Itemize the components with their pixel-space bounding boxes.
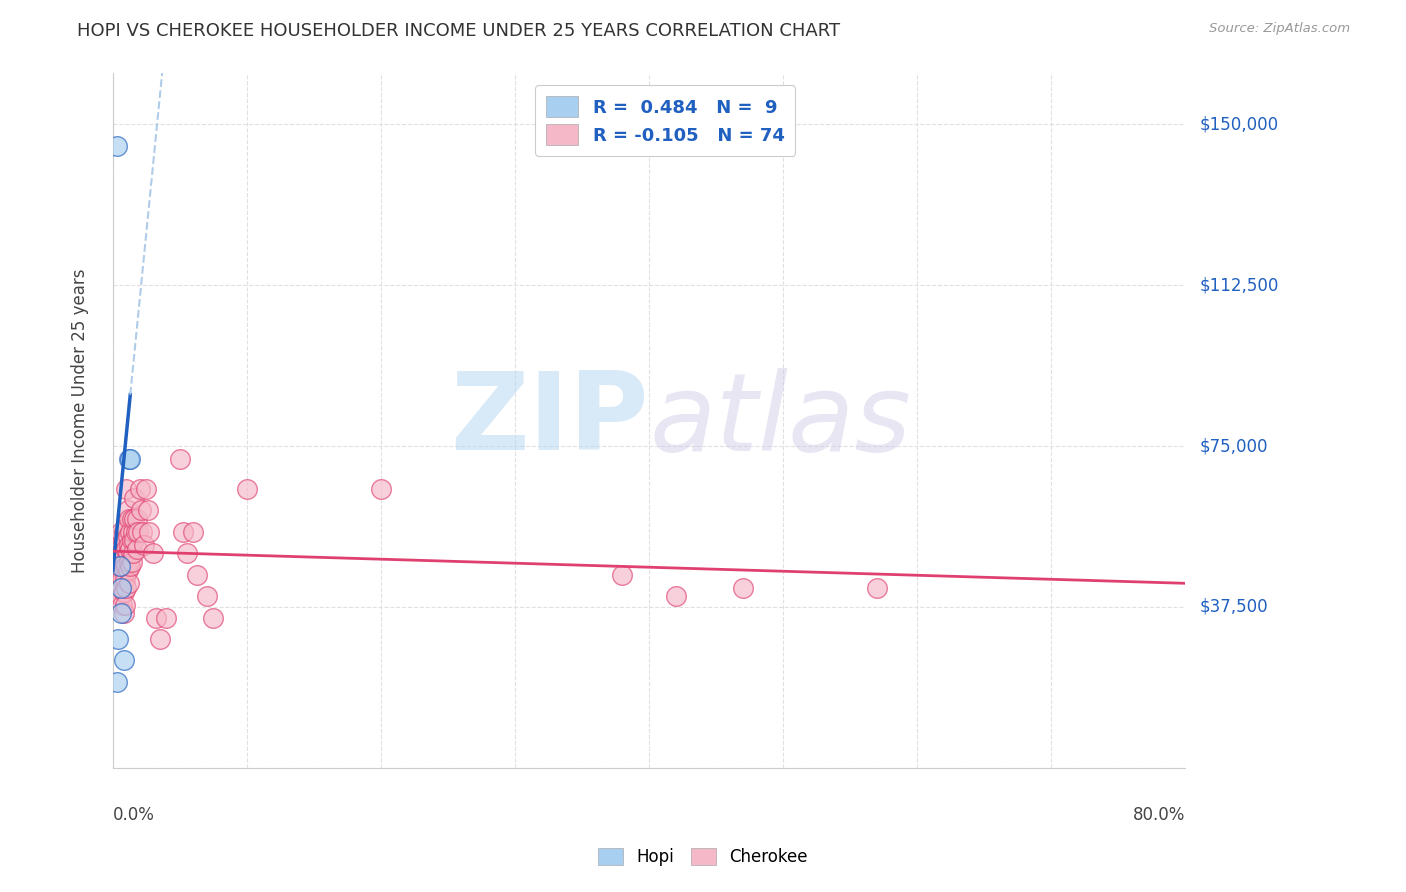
Point bbox=[114, 598, 136, 612]
Text: $75,000: $75,000 bbox=[1199, 437, 1268, 455]
Point bbox=[121, 533, 143, 548]
Text: Source: ZipAtlas.com: Source: ZipAtlas.com bbox=[1209, 22, 1350, 36]
Point bbox=[114, 572, 136, 586]
Point bbox=[866, 581, 889, 595]
Text: $112,500: $112,500 bbox=[1199, 277, 1278, 294]
Point bbox=[131, 524, 153, 539]
Point bbox=[145, 610, 167, 624]
Y-axis label: Householder Income Under 25 years: Householder Income Under 25 years bbox=[72, 268, 89, 573]
Legend: Hopi, Cherokee: Hopi, Cherokee bbox=[592, 841, 814, 873]
Point bbox=[117, 546, 139, 560]
Point bbox=[105, 533, 128, 548]
Point bbox=[176, 546, 198, 560]
Point bbox=[108, 559, 131, 574]
Point bbox=[112, 546, 135, 560]
Point bbox=[115, 541, 138, 556]
Point bbox=[105, 139, 128, 153]
Point bbox=[121, 555, 143, 569]
Point bbox=[138, 524, 160, 539]
Point bbox=[112, 524, 135, 539]
Point bbox=[115, 482, 138, 496]
Point bbox=[110, 581, 132, 595]
Point bbox=[155, 610, 177, 624]
Point bbox=[124, 491, 146, 505]
Point bbox=[108, 576, 131, 591]
Point bbox=[118, 576, 141, 591]
Point bbox=[112, 585, 135, 599]
Point bbox=[108, 538, 131, 552]
Point bbox=[129, 503, 152, 517]
Point bbox=[136, 503, 159, 517]
Point bbox=[118, 452, 141, 467]
Point bbox=[107, 632, 129, 646]
Point bbox=[186, 567, 208, 582]
Point bbox=[110, 524, 132, 539]
Point bbox=[195, 589, 218, 603]
Point bbox=[115, 581, 138, 595]
Point bbox=[108, 559, 131, 574]
Point bbox=[236, 482, 259, 496]
Point bbox=[105, 675, 128, 690]
Point bbox=[120, 452, 142, 467]
Legend: R =  0.484   N =  9, R = -0.105   N = 74: R = 0.484 N = 9, R = -0.105 N = 74 bbox=[534, 86, 796, 156]
Point bbox=[128, 482, 150, 496]
Point bbox=[115, 520, 138, 534]
Point bbox=[124, 512, 146, 526]
Point bbox=[110, 607, 132, 621]
Point bbox=[370, 482, 392, 496]
Point bbox=[117, 564, 139, 578]
Text: $37,500: $37,500 bbox=[1199, 598, 1268, 615]
Text: 80.0%: 80.0% bbox=[1133, 805, 1185, 824]
Text: ZIP: ZIP bbox=[450, 368, 650, 474]
Point bbox=[107, 581, 129, 595]
Text: $150,000: $150,000 bbox=[1199, 115, 1278, 134]
Point bbox=[117, 529, 139, 543]
Point bbox=[142, 546, 165, 560]
Point bbox=[665, 589, 688, 603]
Point bbox=[117, 503, 139, 517]
Point bbox=[127, 524, 149, 539]
Point bbox=[121, 512, 143, 526]
Point bbox=[135, 482, 157, 496]
Point bbox=[172, 524, 194, 539]
Point bbox=[120, 524, 142, 539]
Point bbox=[612, 567, 634, 582]
Point bbox=[118, 512, 141, 526]
Point bbox=[112, 607, 135, 621]
Point bbox=[111, 555, 134, 569]
Point bbox=[124, 533, 146, 548]
Point bbox=[112, 564, 135, 578]
Point bbox=[149, 632, 172, 646]
Point bbox=[112, 653, 135, 667]
Point bbox=[114, 533, 136, 548]
Point bbox=[125, 512, 148, 526]
Point bbox=[125, 541, 148, 556]
Point bbox=[731, 581, 754, 595]
Point bbox=[124, 524, 146, 539]
Point bbox=[118, 538, 141, 552]
Point bbox=[181, 524, 204, 539]
Point bbox=[111, 572, 134, 586]
Point bbox=[122, 524, 145, 539]
Point bbox=[111, 538, 134, 552]
Text: atlas: atlas bbox=[650, 368, 911, 473]
Point bbox=[107, 555, 129, 569]
Point bbox=[122, 546, 145, 560]
Point bbox=[111, 598, 134, 612]
Point bbox=[110, 589, 132, 603]
Point bbox=[202, 610, 225, 624]
Text: HOPI VS CHEROKEE HOUSEHOLDER INCOME UNDER 25 YEARS CORRELATION CHART: HOPI VS CHEROKEE HOUSEHOLDER INCOME UNDE… bbox=[77, 22, 841, 40]
Point bbox=[118, 555, 141, 569]
Point bbox=[169, 452, 191, 467]
Point bbox=[115, 559, 138, 574]
Point bbox=[114, 555, 136, 569]
Point bbox=[120, 541, 142, 556]
Point bbox=[120, 559, 142, 574]
Point bbox=[110, 567, 132, 582]
Point bbox=[110, 546, 132, 560]
Text: 0.0%: 0.0% bbox=[112, 805, 155, 824]
Point bbox=[132, 538, 155, 552]
